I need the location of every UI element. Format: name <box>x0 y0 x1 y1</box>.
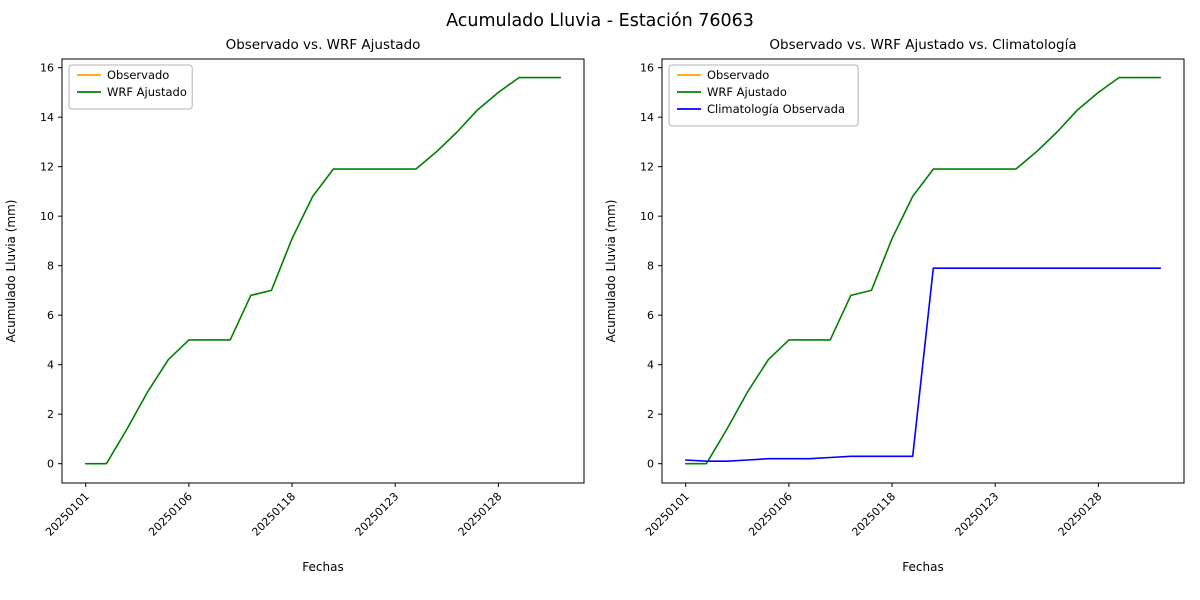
legend-label-observado: Observado <box>107 68 169 82</box>
y-tick-label: 0 <box>647 457 654 470</box>
y-tick-label: 10 <box>640 210 654 223</box>
y-tick-label: 16 <box>640 61 654 74</box>
y-tick-label: 14 <box>40 111 54 124</box>
line-chart-observado-vs-wrf-vs-climatologia: Observado vs. WRF Ajustado vs. Climatolo… <box>604 37 1185 574</box>
charts-row: Observado vs. WRF Ajustado 0 2 4 6 8 10 12 14 16 2… <box>0 33 1200 589</box>
x-tick-label: 20250123 <box>953 490 1002 539</box>
figure-title: Acumulado Lluvia - Estación 76063 <box>446 11 754 31</box>
y-tick-label: 6 <box>647 309 654 322</box>
series-line-wrf-ajustado <box>684 76 1162 465</box>
legend-label-wrf-ajustado: WRF Ajustado <box>707 85 787 99</box>
x-tick-label: 20250123 <box>353 490 402 539</box>
y-tick-label: 4 <box>47 358 54 371</box>
subplot-title: Observado vs. WRF Ajustado vs. Climatolo… <box>769 37 1076 53</box>
legend-frame <box>668 64 859 127</box>
legend-frame <box>68 64 193 110</box>
x-tick-label: 20250101 <box>43 490 92 539</box>
legend: Observado WRF Ajustado <box>68 64 193 110</box>
legend-label-climatología-observada: Climatología Observada <box>707 102 845 116</box>
legend-label-wrf-ajustado: WRF Ajustado <box>107 85 187 99</box>
x-axis-label: Fechas <box>902 560 943 574</box>
y-axis-label: Acumulado Lluvia (mm) <box>604 200 618 343</box>
x-tick-label: 20250128 <box>456 490 505 539</box>
y-tick-label: 12 <box>640 160 654 173</box>
series-line-climatología-observada <box>684 267 1162 463</box>
y-tick-label: 6 <box>47 309 54 322</box>
y-tick-label: 8 <box>647 259 654 272</box>
x-tick-label: 20250118 <box>249 490 298 539</box>
subplot-title: Observado vs. WRF Ajustado <box>226 37 421 53</box>
x-tick-label: 20250101 <box>643 490 692 539</box>
legend-label-observado: Observado <box>707 68 769 82</box>
y-tick-label: 2 <box>647 408 654 421</box>
line-chart-observado-vs-wrf: Observado vs. WRF Ajustado 0 2 4 6 8 10 12 14 16 2… <box>4 37 585 574</box>
y-tick-label: 2 <box>47 408 54 421</box>
y-tick-label: 4 <box>647 358 654 371</box>
y-tick-label: 8 <box>47 259 54 272</box>
y-tick-label: 10 <box>40 210 54 223</box>
y-axis-label: Acumulado Lluvia (mm) <box>4 200 18 343</box>
series-lines <box>684 76 1162 465</box>
x-axis-label: Fechas <box>302 560 343 574</box>
series-line-wrf-ajustado <box>84 76 562 465</box>
y-tick-label: 0 <box>47 457 54 470</box>
x-tick-label: 20250118 <box>849 490 898 539</box>
x-tick-label: 20250128 <box>1056 490 1105 539</box>
y-tick-label: 16 <box>40 61 54 74</box>
legend: Observado WRF Ajustado Climatología Observ… <box>668 64 859 127</box>
x-tick-label: 20250106 <box>746 490 795 539</box>
y-tick-label: 14 <box>640 111 654 124</box>
axes: Observado vs. WRF Ajustado 0 2 4 6 8 10 12 14 16 2… <box>4 37 585 574</box>
x-tick-label: 20250106 <box>146 490 195 539</box>
series-lines <box>84 76 562 465</box>
y-tick-label: 12 <box>40 160 54 173</box>
